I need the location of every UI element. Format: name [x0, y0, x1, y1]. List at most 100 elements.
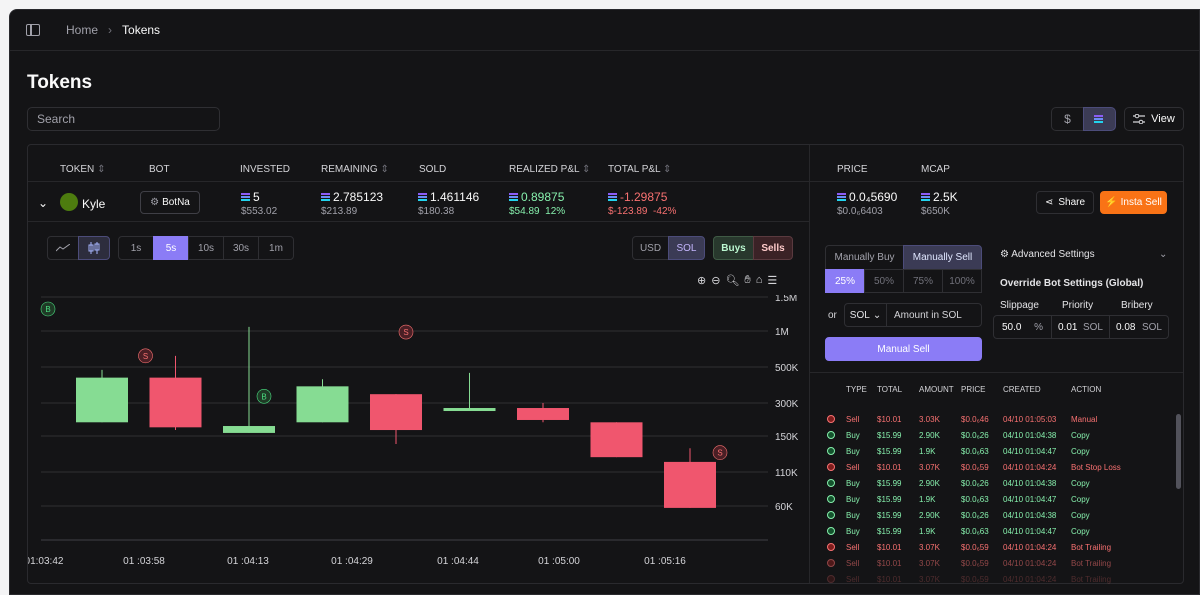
- breadcrumb-current: Tokens: [122, 23, 161, 37]
- col-sold: SOLD: [419, 164, 447, 175]
- bribery-input[interactable]: 0.08 SOL: [1109, 315, 1169, 339]
- trade-cell: Buy: [846, 447, 860, 456]
- total-usd: $-123.89 -42%: [608, 206, 677, 217]
- panel-divider: [809, 145, 810, 583]
- trade-cell: 04/10 01:04:47: [1003, 527, 1057, 536]
- buys-toggle[interactable]: Buys: [713, 236, 754, 260]
- trade-cell: $0.0₆46: [961, 415, 989, 424]
- y-tick-label: 500K: [775, 363, 799, 374]
- bribery-unit: SOL: [1141, 321, 1162, 333]
- trade-cell: 04/10 01:04:24: [1003, 559, 1057, 568]
- timeframe-10s[interactable]: 10s: [188, 236, 224, 260]
- col-total[interactable]: TOTAL P&L ⇕: [608, 164, 672, 175]
- trade-cell: $10.01: [877, 543, 902, 552]
- chevron-down-icon[interactable]: ⌄: [1159, 249, 1168, 260]
- view-label: View: [1151, 113, 1175, 125]
- col-realized[interactable]: REALIZED P&L ⇕: [509, 164, 591, 175]
- share-button[interactable]: ⋖ Share: [1036, 191, 1094, 214]
- expand-chevron-icon[interactable]: ⌄: [38, 196, 49, 210]
- percent-75[interactable]: 75%: [903, 269, 943, 293]
- trade-cell: Copy: [1071, 431, 1090, 440]
- trade-cell: 3.03K: [919, 415, 940, 424]
- advanced-settings-toggle[interactable]: ⚙ Advanced Settings: [1000, 249, 1095, 260]
- unit-usd-toggle[interactable]: USD: [632, 236, 669, 260]
- or-label: or: [828, 310, 837, 321]
- sell-dot-icon: [827, 575, 835, 583]
- unit-sol-toggle[interactable]: SOL: [668, 236, 705, 260]
- timeframe-5s[interactable]: 5s: [153, 236, 189, 260]
- currency-sol-toggle[interactable]: [1083, 107, 1116, 131]
- tokens-table: TOKEN ⇕ BOT INVESTED REMAINING ⇕ SOLD RE…: [27, 144, 1184, 584]
- trade-cell: $0.0₆63: [961, 527, 989, 536]
- sells-toggle[interactable]: Sells: [753, 236, 793, 260]
- trade-cell: 3.07K: [919, 575, 940, 584]
- sidebar-toggle-icon[interactable]: [26, 24, 40, 36]
- marker-label: B: [45, 305, 50, 314]
- candle-body: [76, 377, 128, 423]
- col-remaining[interactable]: REMAINING ⇕: [321, 164, 389, 175]
- percent-50[interactable]: 50%: [864, 269, 904, 293]
- override-label: Override Bot Settings (Global): [1000, 278, 1144, 289]
- trades-scrollbar[interactable]: [1176, 414, 1181, 489]
- percent-100[interactable]: 100%: [942, 269, 982, 293]
- timeframe-1m[interactable]: 1m: [258, 236, 294, 260]
- sell-marker: [138, 348, 153, 364]
- home-icon[interactable]: ⌂: [755, 274, 763, 286]
- insta-sell-button[interactable]: ⚡ Insta Sell: [1100, 191, 1167, 214]
- breadcrumb-home[interactable]: Home: [66, 23, 99, 37]
- trades-col-created: CREATED: [1003, 385, 1041, 394]
- trade-cell: 04/10 01:04:38: [1003, 431, 1057, 440]
- menu-icon[interactable]: ☰: [767, 275, 778, 287]
- currency-select[interactable]: SOL ⌄: [844, 303, 887, 327]
- trade-cell: 2.90K: [919, 479, 940, 488]
- candle-body: [370, 394, 422, 431]
- trade-cell: 04/10 01:04:24: [1003, 463, 1057, 472]
- trade-cell: $0.0₆59: [961, 559, 989, 568]
- slippage-input[interactable]: 50.0%: [993, 315, 1052, 339]
- amount-input[interactable]: Amount in SOL: [886, 303, 982, 327]
- trade-cell: 1.9K: [919, 447, 936, 456]
- trade-cell: Copy: [1071, 447, 1090, 456]
- trade-cell: $0.0₆26: [961, 511, 989, 520]
- percent-25[interactable]: 25%: [825, 269, 865, 293]
- timeframe-30s[interactable]: 30s: [223, 236, 259, 260]
- zoom-select-icon[interactable]: 🔍︎: [725, 275, 740, 287]
- zoom-out-icon[interactable]: ⊖: [711, 275, 721, 287]
- realized-usd: $54.89 12%: [509, 206, 566, 217]
- manual-sell-tab[interactable]: Manually Sell: [903, 245, 982, 270]
- view-button[interactable]: View: [1124, 107, 1184, 131]
- y-tick-label: 60K: [775, 502, 793, 513]
- trade-cell: Bot Trailing: [1071, 575, 1112, 584]
- bot-badge[interactable]: ⚙ BotNa: [140, 191, 200, 214]
- candle-chart-toggle[interactable]: [78, 236, 110, 260]
- x-tick-label: 01 :04:13: [227, 556, 269, 567]
- y-tick-label: 1M: [775, 327, 789, 338]
- col-token[interactable]: TOKEN ⇕: [60, 164, 106, 175]
- pan-icon[interactable]: ✋︎: [744, 274, 751, 286]
- candle-body: [223, 426, 275, 433]
- trade-cell: Copy: [1071, 527, 1090, 536]
- zoom-in-icon[interactable]: ⊕: [697, 275, 707, 287]
- line-chart-toggle[interactable]: [47, 236, 79, 260]
- col-mcap: MCAP: [921, 164, 950, 175]
- buy-dot-icon: [827, 511, 835, 519]
- trades-col-action: ACTION: [1071, 385, 1102, 394]
- manual-buy-tab[interactable]: Manually Buy: [825, 245, 904, 270]
- x-tick-label: 01 :05:00: [538, 556, 580, 567]
- share-label: Share: [1058, 197, 1086, 208]
- token-name[interactable]: Kyle: [82, 197, 106, 211]
- manual-sell-button[interactable]: Manual Sell: [825, 337, 982, 361]
- trade-cell: $0.0₆59: [961, 463, 989, 472]
- candle-body: [149, 377, 202, 428]
- gear-icon: ⚙: [150, 197, 160, 208]
- priority-input[interactable]: 0.01 SOL: [1051, 315, 1110, 339]
- insta-sell-label: Insta Sell: [1120, 197, 1162, 208]
- line-chart-icon: [56, 244, 70, 252]
- timeframe-1s[interactable]: 1s: [118, 236, 154, 260]
- trade-cell: $10.01: [877, 463, 902, 472]
- search-input[interactable]: Search: [27, 107, 220, 131]
- buy-dot-icon: [827, 527, 835, 535]
- currency-usd-toggle[interactable]: $: [1051, 107, 1084, 131]
- buy-dot-icon: [827, 495, 835, 503]
- trade-cell: Copy: [1071, 511, 1090, 520]
